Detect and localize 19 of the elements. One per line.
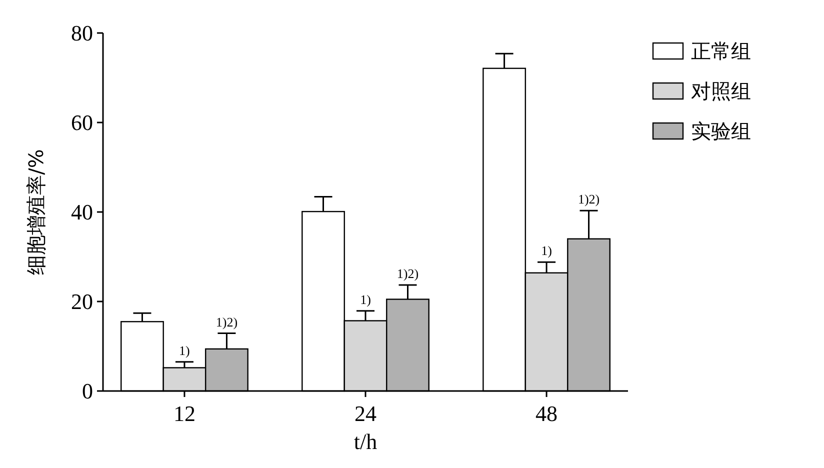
annotation: 1)2): [216, 314, 238, 330]
x-tick-label: 48: [536, 401, 558, 426]
legend-label: 实验组: [691, 119, 751, 143]
y-tick-label: 60: [71, 110, 93, 136]
annotation: 1): [179, 342, 190, 358]
x-axis-title: t/h: [354, 429, 378, 454]
y-tick-label: 80: [71, 20, 93, 46]
x-tick-label: 12: [173, 401, 196, 426]
annotation: 1): [360, 292, 371, 307]
legend-label: 正常组: [691, 39, 751, 63]
y-tick-label: 0: [82, 378, 93, 404]
legend-label: 对照组: [691, 79, 751, 103]
annotation: 1): [541, 243, 552, 258]
annotation: 1)2): [578, 192, 600, 207]
y-tick-label: 40: [71, 200, 93, 225]
annotation: 1)2): [396, 266, 419, 281]
y-tick-label: 20: [71, 289, 93, 314]
y-axis-title: 细胞增殖率/%: [24, 149, 48, 275]
x-tick-label: 24: [354, 401, 376, 426]
